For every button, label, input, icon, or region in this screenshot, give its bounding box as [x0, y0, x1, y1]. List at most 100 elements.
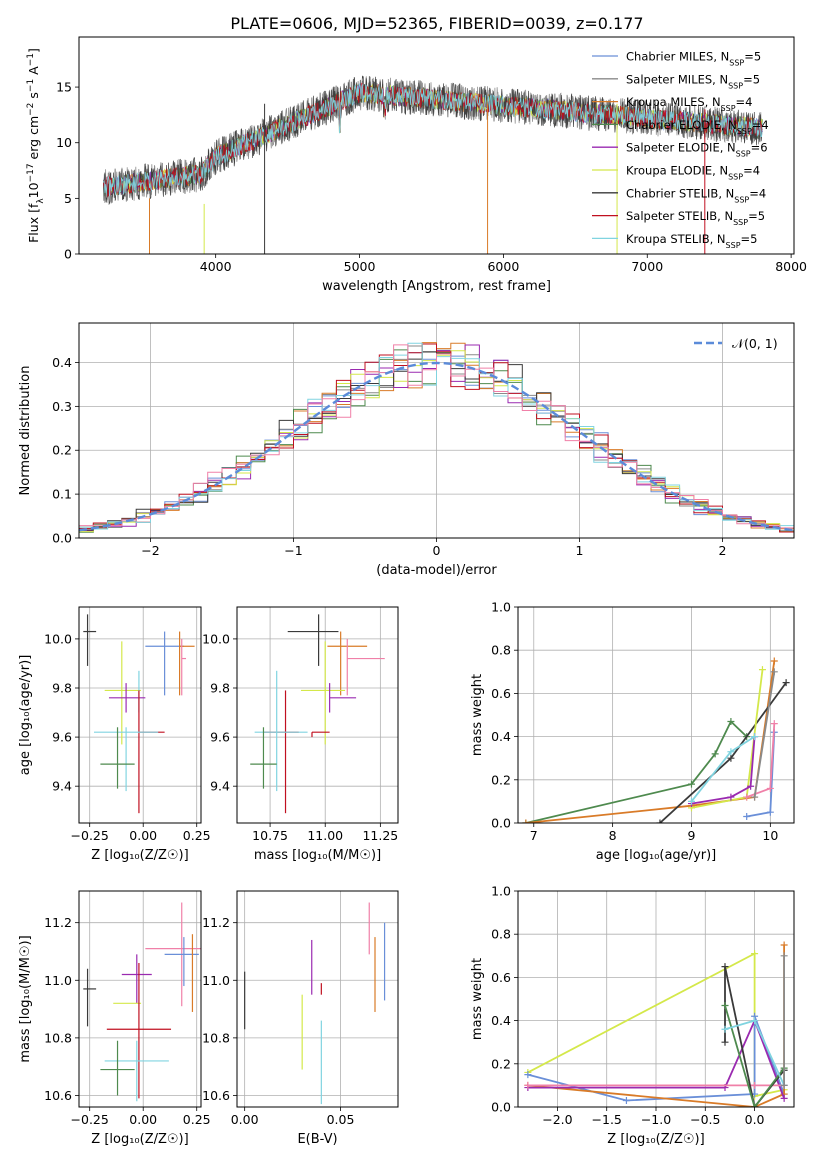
x-tick-label: 7 [530, 828, 538, 843]
legend-label: Chabrier STELIB, NSSP=4 [626, 186, 766, 204]
errorbar-point-kroupa_elodie [104, 641, 142, 745]
x-tick-label: 0.25 [183, 1112, 211, 1127]
y-tick-label: 9.8 [210, 681, 230, 696]
weight-marker [721, 1025, 729, 1033]
x-tick-label: 0.25 [183, 828, 211, 843]
x-tick-label: 7000 [631, 259, 663, 274]
weight-line [753, 671, 776, 798]
weight-marker [743, 813, 751, 821]
plot-area [524, 941, 788, 1107]
errorbar-point-kroupa_elodie [300, 641, 346, 745]
legend-label: Kroupa MILES, NSSP=4 [626, 95, 752, 113]
weight-marker [770, 657, 778, 665]
weight-marker [727, 793, 735, 801]
x-tick-label: 0 [433, 543, 441, 558]
x-axis-label: (data-model)/error [376, 563, 497, 578]
weight-marker [721, 1001, 729, 1009]
x-tick-label: 9 [688, 828, 696, 843]
weight-marker [780, 1094, 788, 1102]
legend-sub: SSP [733, 218, 748, 227]
x-tick-label: 10 [762, 828, 778, 843]
weight-marker [721, 963, 729, 971]
y-tick-label: 10.0 [202, 631, 230, 646]
axes-frame [78, 322, 795, 539]
errorbar-point-salpeter_stelib [106, 963, 172, 1099]
panel-mass-vs-ebv: 0.00 0.05 10.6 10.8 11.0 11.2 E(B-V) [202, 890, 399, 1147]
x-tick-label: −1.0 [641, 1112, 671, 1127]
legend-text: Salpeter MILES, N [626, 72, 728, 86]
weight-marker [770, 668, 778, 676]
axes-frame [236, 890, 399, 1108]
gaussian-curve [79, 361, 794, 532]
errorbar-point-salpeter_elodie [108, 683, 146, 713]
y-tick-label: 1.0 [491, 600, 511, 615]
x-tick-label: −0.5 [690, 1112, 720, 1127]
x-tick-label: 8000 [775, 259, 807, 274]
x-tick-label: −2 [141, 543, 159, 558]
legend-label: Salpeter ELODIE, NSSP=6 [626, 141, 768, 159]
legend-text: Kroupa MILES, N [626, 95, 721, 109]
y-tick-label: 9.4 [52, 779, 72, 794]
errorbar-point-chabrier_stelib [83, 968, 97, 1027]
weight-marker [751, 950, 759, 958]
legend-tail: =5 [744, 50, 761, 64]
weight-series-salpeter_miles [751, 668, 778, 801]
legend-text: Chabrier ELODIE, N [626, 118, 737, 132]
y-tick-label: 10.6 [44, 1088, 72, 1103]
weight-marker [766, 784, 774, 792]
axes-frame [236, 606, 399, 824]
weight-marker [711, 750, 719, 758]
y-tick-label: 0.0 [491, 1100, 511, 1115]
plot-area [522, 657, 790, 823]
plot-area [83, 902, 201, 1102]
legend-sub: SSP [728, 81, 743, 90]
x-axis-label: E(B-V) [297, 1132, 337, 1147]
errorbar-point-chabrier_elodie [100, 1040, 135, 1096]
panel-residuals: −2 −1 0 1 2 0.0 0.1 0.2 0.3 0.4 (data-model)/error… [18, 322, 795, 578]
x-tick-label: 0.0 [745, 1112, 765, 1127]
legend-label: Salpeter MILES, NSSP=5 [626, 72, 760, 90]
x-axis-label: wavelength [Angstrom, rest frame] [322, 279, 551, 294]
weight-marker [751, 1103, 759, 1107]
y-tick-label: 11.2 [44, 915, 72, 930]
y-tick-label: 10 [56, 135, 72, 150]
y-tick-label: 11.0 [44, 973, 72, 988]
y-axis-label: mass weight [470, 958, 485, 1040]
errorbar-point-salpeter_stelib [263, 690, 299, 814]
errorbar-point-pink [181, 638, 187, 696]
y-tick-label: 0.2 [52, 443, 72, 458]
x-axis-label: age [log₁₀(age/yr)] [596, 848, 717, 863]
y-axis-label: mass weight [470, 674, 485, 756]
y-tick-label: 9.8 [52, 681, 72, 696]
weight-marker [743, 793, 751, 801]
x-tick-label: −0.25 [71, 828, 109, 843]
legend-label: Chabrier MILES, NSSP=5 [626, 50, 761, 68]
weight-marker [751, 733, 759, 741]
weight-marker [780, 1081, 788, 1089]
x-tick-label: 4000 [200, 259, 232, 274]
errorbar-point-pink [346, 638, 385, 696]
legend-sub: SSP [734, 195, 749, 204]
weight-series-kroupa_stelib [687, 733, 759, 805]
legend-label-gauss: 𝒩(0, 1) [732, 336, 778, 351]
spectrum-line-kroupa_stelib [103, 83, 763, 196]
legend-sub: SSP [737, 126, 752, 135]
x-tick-label: 11.25 [362, 828, 398, 843]
legend-label: Kroupa ELODIE, NSSP=4 [626, 164, 760, 182]
y-label-part: −1 [26, 53, 36, 66]
panel-mass-vs-Z: −0.25 0.00 0.25 10.6 10.8 11.0 11.2 Z [log₁₀(Z/… [18, 890, 211, 1147]
legend-tail: =5 [748, 209, 765, 223]
weight-series-chabrier_stelib [656, 679, 790, 823]
axes-frame [78, 890, 202, 1108]
y-tick-label: 0.8 [491, 643, 511, 658]
errorbar-point-salpeter_elodie [121, 954, 152, 1004]
x-tick-label: −0.25 [71, 1112, 109, 1127]
errorbar-point-kroupa_stelib [104, 1040, 169, 1102]
plot-area [244, 902, 386, 1105]
y-label-part: s [26, 92, 41, 103]
weight-marker [751, 793, 759, 801]
figure-title: PLATE=0606, MJD=52365, FIBERID=0039, z=0… [230, 14, 643, 33]
errorbar-point-kroupa_stelib [254, 670, 308, 792]
y-label-part: −17 [26, 163, 36, 182]
